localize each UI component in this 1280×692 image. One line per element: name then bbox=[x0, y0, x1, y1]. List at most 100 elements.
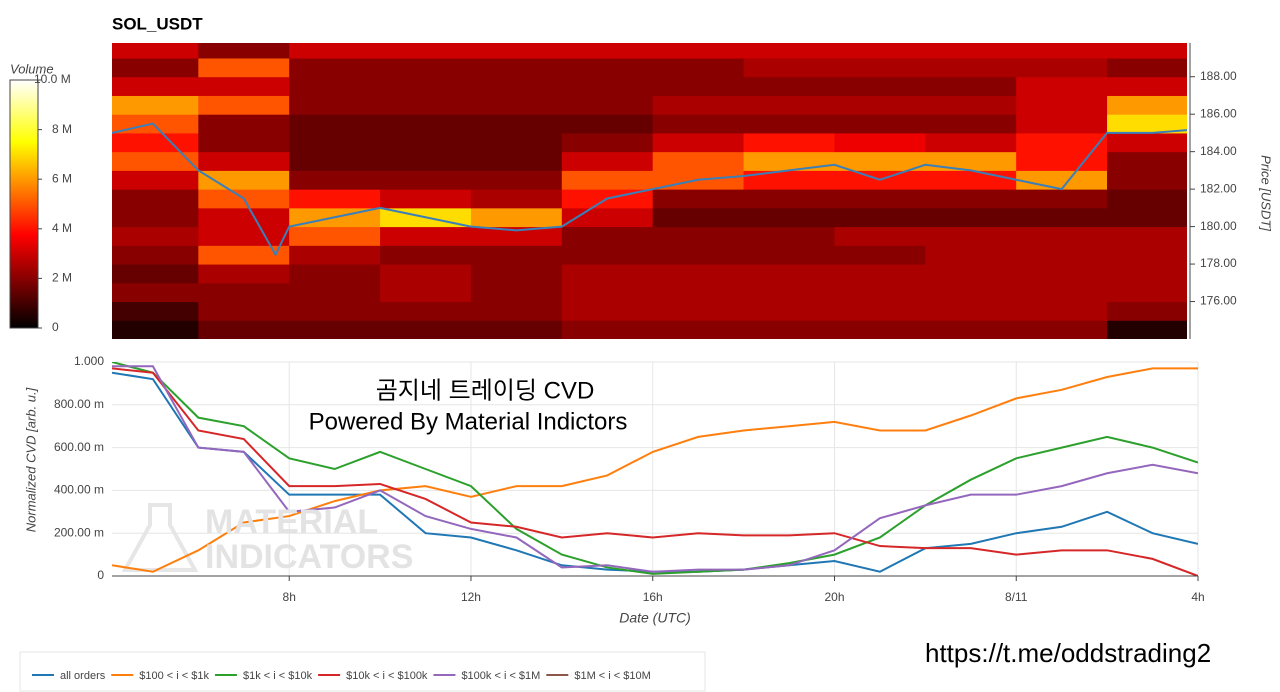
heat-cell bbox=[380, 170, 472, 190]
footer-link: https://t.me/oddstrading2 bbox=[925, 638, 1211, 668]
x-tick-label: 16h bbox=[643, 590, 663, 604]
heat-cell bbox=[1107, 170, 1187, 190]
heat-cell bbox=[925, 245, 1017, 265]
heat-cell bbox=[834, 245, 926, 265]
heat-cell bbox=[380, 301, 472, 321]
y-tick-label: 0 bbox=[97, 568, 104, 582]
y-tick-label: 180.00 bbox=[1200, 219, 1237, 233]
legend-label: $100k < i < $1M bbox=[461, 670, 540, 682]
legend-label: all orders bbox=[60, 670, 106, 682]
y-tick-label: 600.00 m bbox=[54, 440, 104, 454]
heat-cell bbox=[289, 189, 381, 209]
heat-cell bbox=[1016, 114, 1108, 134]
heat-cell bbox=[470, 57, 563, 78]
heat-cell bbox=[289, 43, 381, 59]
colorbar-tick-label: 8 M bbox=[52, 122, 72, 136]
heat-cell bbox=[925, 282, 1017, 303]
heat-cell bbox=[1016, 151, 1108, 171]
heat-cell bbox=[652, 114, 745, 134]
heat-cell bbox=[198, 151, 290, 171]
heat-cell bbox=[112, 151, 199, 171]
legend-label: $100 < i < $1k bbox=[139, 670, 209, 682]
watermark-icon bbox=[121, 503, 199, 572]
heat-cell bbox=[925, 264, 1017, 284]
heat-cell bbox=[112, 301, 199, 321]
heat-cell bbox=[198, 114, 290, 134]
heat-cell bbox=[380, 95, 472, 115]
heat-cell bbox=[198, 76, 290, 96]
heat-cell bbox=[289, 301, 381, 321]
heat-cell bbox=[561, 151, 654, 171]
heat-cell bbox=[289, 151, 381, 171]
heat-cell bbox=[652, 301, 745, 321]
heat-cell bbox=[652, 95, 745, 115]
heat-cell bbox=[925, 207, 1017, 228]
heat-cell bbox=[652, 57, 745, 78]
heat-cell bbox=[289, 320, 381, 339]
heat-cell bbox=[289, 170, 381, 190]
heat-cell bbox=[743, 207, 835, 228]
colorbar-tick-label: 0 bbox=[52, 320, 59, 334]
heat-cell bbox=[1016, 207, 1108, 228]
heat-cell bbox=[112, 264, 199, 284]
heat-cell bbox=[925, 43, 1017, 59]
heat-cell bbox=[743, 282, 835, 303]
x-tick-label: 20h bbox=[824, 590, 844, 604]
heat-cell bbox=[1016, 264, 1108, 284]
heat-cell bbox=[380, 132, 472, 153]
heat-cell bbox=[470, 207, 563, 228]
y-tick-label: 186.00 bbox=[1200, 106, 1237, 120]
heat-cell bbox=[1107, 245, 1187, 265]
heat-cell bbox=[561, 301, 654, 321]
heat-cell bbox=[834, 95, 926, 115]
heat-cell bbox=[470, 245, 563, 265]
colorbar-tick-label: 10.0 M bbox=[34, 72, 71, 86]
heat-cell bbox=[470, 151, 563, 171]
heat-cell bbox=[743, 114, 835, 134]
heat-cell bbox=[289, 76, 381, 96]
heat-cell bbox=[1016, 132, 1108, 153]
heat-cell bbox=[112, 95, 199, 115]
heat-cell bbox=[198, 132, 290, 153]
x-tick-label: 8/11 bbox=[1005, 590, 1028, 604]
heat-cell bbox=[652, 245, 745, 265]
heat-cell bbox=[380, 189, 472, 209]
x-axis-label: Date (UTC) bbox=[619, 610, 691, 626]
heat-cell bbox=[925, 320, 1017, 339]
series-line bbox=[112, 362, 1198, 575]
colorbar-tick-label: 2 M bbox=[52, 271, 72, 285]
heat-cell bbox=[743, 151, 835, 171]
heat-cell bbox=[1107, 264, 1187, 284]
watermark-text: INDICATORS bbox=[205, 538, 413, 576]
heat-cell bbox=[112, 207, 199, 228]
heat-cell bbox=[925, 189, 1017, 209]
heat-cell bbox=[289, 245, 381, 265]
heat-cell bbox=[112, 245, 199, 265]
heat-cell bbox=[925, 114, 1017, 134]
heat-cell bbox=[652, 151, 745, 171]
heat-cell bbox=[834, 226, 926, 246]
heat-cell bbox=[1107, 57, 1187, 78]
y-tick-label: 176.00 bbox=[1200, 294, 1237, 308]
heat-cell bbox=[652, 320, 745, 339]
heat-cell bbox=[925, 95, 1017, 115]
series-line bbox=[112, 367, 1198, 576]
x-tick-label: 4h bbox=[1191, 590, 1204, 604]
heat-cell bbox=[561, 264, 654, 284]
colorbar-label: Volume bbox=[10, 61, 54, 76]
heat-cell bbox=[652, 189, 745, 209]
heat-cell bbox=[561, 282, 654, 303]
heat-cell bbox=[834, 282, 926, 303]
annotation: 곰지네 트레이딩 CVD bbox=[376, 377, 595, 404]
y-tick-label: 184.00 bbox=[1200, 144, 1237, 158]
y-tick-label: 182.00 bbox=[1200, 181, 1237, 195]
legend-label: $1M < i < $10M bbox=[574, 670, 650, 682]
heat-cell bbox=[743, 132, 835, 153]
heat-cell bbox=[561, 320, 654, 339]
heat-cell bbox=[1107, 114, 1187, 134]
y-tick-label: 200.00 m bbox=[54, 525, 104, 539]
heat-cell bbox=[1107, 226, 1187, 246]
heat-cell bbox=[380, 320, 472, 339]
heat-cell bbox=[652, 282, 745, 303]
heat-cell bbox=[561, 245, 654, 265]
